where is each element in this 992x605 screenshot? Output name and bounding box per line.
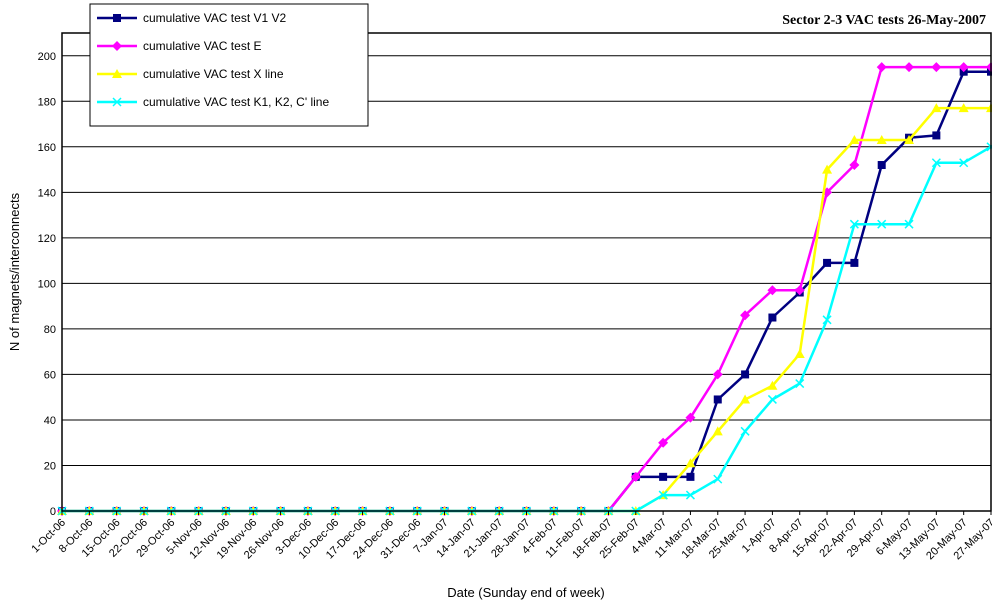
data-point [931, 62, 942, 73]
y-tick-label: 80 [44, 324, 56, 336]
data-point [740, 310, 751, 321]
legend-label: cumulative VAC test X line [143, 67, 284, 81]
y-tick-label: 160 [38, 142, 56, 154]
y-tick-label: 140 [38, 187, 56, 199]
data-point [795, 379, 805, 389]
data-point [686, 472, 695, 481]
data-point [849, 219, 859, 229]
data-point [713, 395, 722, 404]
data-point [767, 285, 778, 296]
data-point [877, 161, 886, 170]
series-line [62, 65, 991, 513]
data-point [877, 219, 887, 229]
data-point [658, 437, 669, 448]
y-tick-label: 40 [44, 415, 56, 427]
legend: cumulative VAC test V1 V2 cumulative VAC … [89, 3, 369, 127]
data-point [740, 394, 751, 404]
legend-label: cumulative VAC test E [143, 39, 262, 53]
data-point [794, 348, 805, 358]
legend-marker [113, 14, 121, 22]
data-point [931, 158, 941, 168]
y-tick-label: 100 [38, 278, 56, 290]
series-lines [57, 62, 992, 516]
data-point [767, 380, 778, 390]
data-point [931, 103, 942, 113]
data-point [849, 160, 860, 171]
data-point [685, 412, 696, 423]
chart-title: Sector 2-3 VAC tests 26-May-2007 [782, 13, 986, 28]
data-point [987, 67, 992, 76]
data-point [794, 285, 805, 296]
series-line [62, 70, 991, 513]
data-point [685, 458, 696, 468]
data-point [876, 62, 887, 73]
x-axis-label: Date (Sunday end of week) [447, 585, 605, 600]
legend-entry-3: cumulative VAC test X line [97, 67, 284, 81]
data-point [658, 490, 668, 500]
y-tick-label: 180 [38, 96, 56, 108]
legend-entry-2: cumulative VAC test E [97, 39, 262, 53]
legend-label: cumulative VAC test V1 V2 [143, 11, 287, 25]
series-1 [58, 67, 992, 515]
x-tick-labels: 1-Oct-068-Oct-0615-Oct-0622-Oct-0629-Oct… [29, 511, 992, 562]
data-point [932, 131, 941, 140]
legend-box [89, 3, 369, 127]
legend-marker [112, 97, 122, 107]
data-point [822, 315, 832, 325]
y-tick-label: 200 [38, 51, 56, 63]
data-point [741, 370, 750, 379]
y-tick-label: 60 [44, 369, 56, 381]
y-axis-label: N of magnets/interconnects [7, 192, 22, 351]
data-point [904, 219, 914, 229]
data-point [823, 258, 832, 267]
data-point [959, 158, 969, 168]
data-point [712, 426, 723, 436]
data-point [958, 62, 969, 73]
legend-entry-4: cumulative VAC test K1, K2, C' line [97, 95, 329, 109]
data-point [904, 134, 915, 144]
data-point [685, 490, 695, 500]
data-point [630, 471, 641, 482]
data-point [904, 62, 915, 73]
legend-entry-1: cumulative VAC test V1 V2 [97, 11, 287, 25]
data-point [659, 472, 668, 481]
series-2 [57, 62, 992, 516]
data-point [767, 394, 777, 404]
y-tick-label: 120 [38, 233, 56, 245]
y-tick-label: 0 [50, 506, 56, 518]
data-point [876, 134, 887, 144]
legend-marker [112, 41, 122, 51]
gridlines [62, 55, 991, 466]
legend-label: cumulative VAC test K1, K2, C' line [143, 95, 329, 109]
y-tick-labels: 0 20 40 60 80 100 120 140 160 180 200 [38, 51, 56, 518]
data-point [740, 426, 750, 436]
data-point [713, 474, 723, 484]
data-point [712, 369, 723, 380]
data-point [822, 164, 833, 174]
data-point [958, 103, 969, 113]
data-point [850, 258, 859, 267]
data-point [768, 313, 777, 322]
legend-marker [112, 69, 122, 78]
data-point [849, 134, 860, 144]
y-tick-label: 20 [44, 460, 56, 472]
